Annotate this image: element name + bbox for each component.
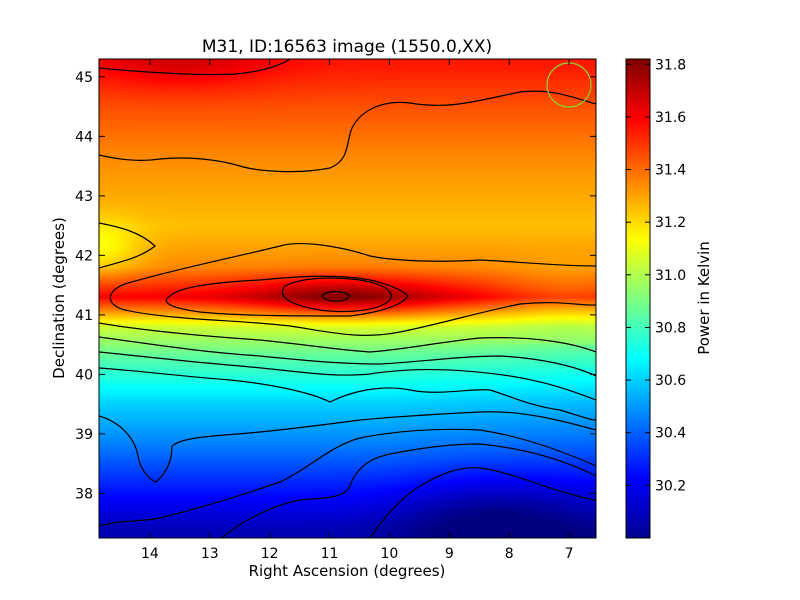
y-tick-label: 40 (75, 367, 93, 383)
y-tick-label: 38 (75, 486, 93, 502)
x-tick-label: 9 (445, 546, 454, 562)
y-tick-label: 42 (75, 248, 93, 264)
contour-line (99, 336, 596, 377)
x-tick-label: 13 (201, 546, 219, 562)
contour-line (165, 275, 409, 317)
colorbar-ticks: 30.2 30.4 30.6 30.8 31.0 31.2 31.4 31.6 31.8 (626, 57, 686, 494)
y-tick-label: 39 (75, 427, 93, 443)
contour-line (109, 282, 596, 336)
x-tick-label: 10 (381, 546, 399, 562)
chart-title: M31, ID:16563 image (1550.0,XX) (202, 37, 492, 57)
contour-line (99, 351, 596, 401)
contour-line (221, 443, 596, 538)
contour-line (99, 322, 596, 353)
colorbar-tick-label: 30.6 (655, 373, 686, 389)
x-tick-label: 8 (505, 546, 514, 562)
contour-line (282, 277, 392, 313)
contour-line (99, 90, 596, 173)
colorbar-tick-label: 30.4 (655, 426, 686, 442)
colorbar: 30.2 30.4 30.6 30.8 31.0 31.2 31.4 31.6 31.8 Pow… (625, 57, 713, 539)
y-tick-label: 43 (75, 189, 93, 205)
y-axis-label: Declination (degrees) (50, 217, 68, 379)
contour-line (99, 222, 156, 269)
colorbar-tick-label: 30.2 (655, 478, 686, 494)
contour-line (99, 59, 292, 76)
x-tick-label: 12 (261, 546, 279, 562)
colorbar-tick-label: 31.6 (655, 110, 686, 126)
contour-line (369, 467, 596, 538)
colorbar-tick-label: 31.4 (655, 163, 686, 179)
colorbar-tick-label: 31.2 (655, 215, 686, 231)
colorbar-label: Power in Kelvin (695, 241, 713, 355)
plot-frame (98, 58, 597, 539)
y-tick-label: 41 (75, 308, 93, 324)
contour-line (127, 243, 596, 284)
x-axis: 14 13 12 11 10 9 8 7 (141, 59, 574, 562)
contour-lines (99, 59, 596, 538)
x-tick-label: 14 (141, 546, 159, 562)
colorbar-tick-label: 31.0 (655, 268, 686, 284)
x-axis-label: Right Ascension (degrees) (249, 562, 446, 580)
y-axis: 38 39 40 41 42 43 44 45 (75, 70, 596, 502)
contour-line (99, 367, 596, 421)
colorbar-tick-label: 30.8 (655, 320, 686, 336)
colorbar-gradient (625, 58, 651, 539)
contour-line (99, 411, 596, 483)
contour-line (321, 290, 351, 302)
x-tick-label: 7 (565, 546, 574, 562)
y-tick-label: 45 (75, 70, 93, 86)
y-tick-label: 44 (75, 129, 93, 145)
x-tick-label: 11 (321, 546, 339, 562)
heatmap-plot (98, 58, 597, 539)
contour-line (99, 428, 596, 527)
colorbar-tick-label: 31.8 (655, 57, 686, 73)
